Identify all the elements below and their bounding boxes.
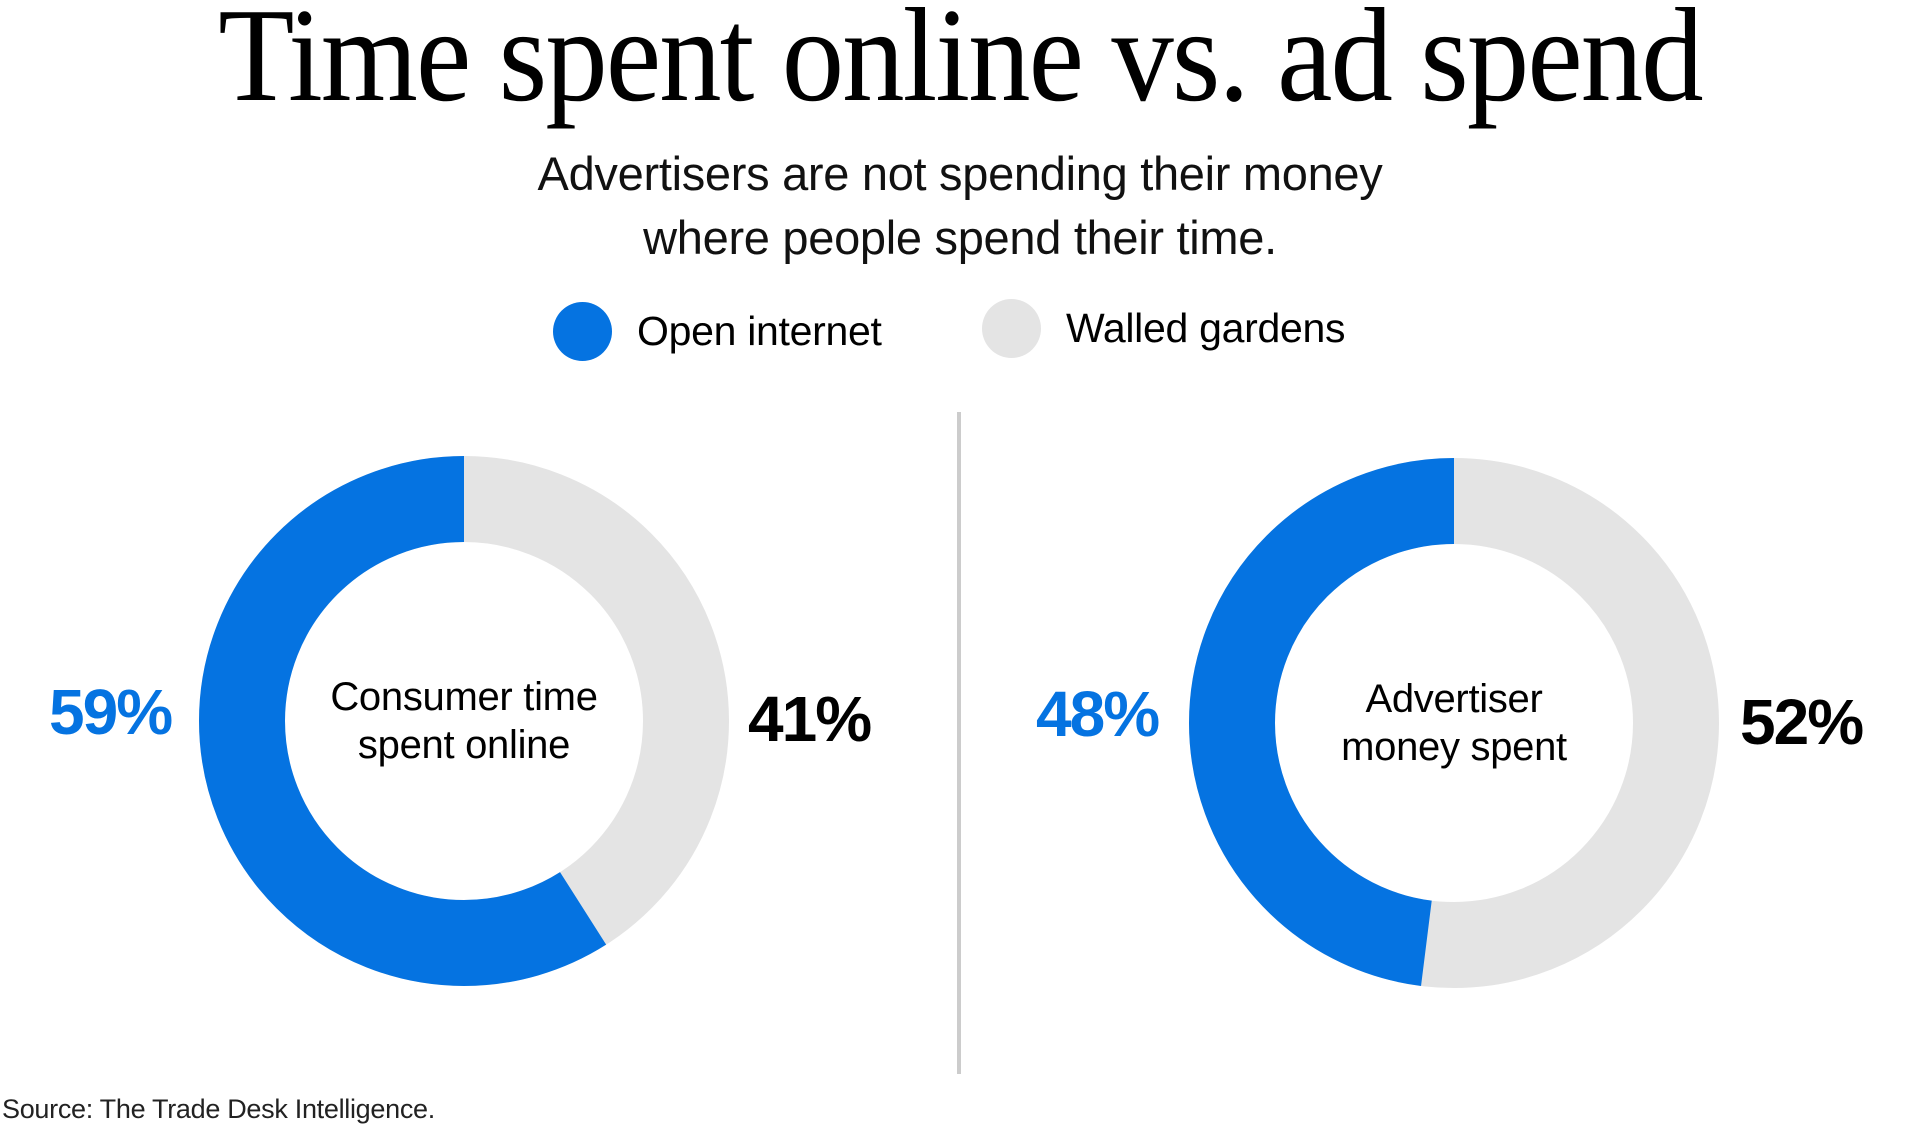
panel-divider bbox=[957, 412, 961, 1074]
legend-label: Open internet bbox=[637, 307, 882, 354]
open-internet-segment bbox=[1189, 458, 1719, 988]
open-internet-percent-label: 59% bbox=[49, 676, 173, 748]
legend-item-walled-gardens: Walled gardens bbox=[982, 297, 1345, 359]
legend-label: Walled gardens bbox=[1066, 304, 1346, 351]
donut-chart-consumer-time: Consumer time spent online bbox=[199, 456, 729, 986]
donut-center-label: Advertiser money spent bbox=[1189, 458, 1719, 988]
center-label-line-1: Advertiser bbox=[1365, 677, 1543, 721]
donut-chart-advertiser-money: Advertiser money spent bbox=[1189, 458, 1719, 988]
legend: Open internet Walled gardens bbox=[0, 297, 1920, 362]
open-internet-percent-label: 48% bbox=[1036, 678, 1160, 750]
legend-swatch-walled-gardens-icon bbox=[982, 298, 1041, 358]
legend-item-open-internet: Open internet bbox=[553, 300, 882, 362]
legend-swatch-open-internet-icon bbox=[553, 301, 612, 361]
center-label-line-2: money spent bbox=[1341, 725, 1567, 769]
walled-gardens-percent-label: 52% bbox=[1740, 686, 1864, 758]
donut-center-label: Consumer time spent online bbox=[199, 456, 729, 986]
source-note: Source: The Trade Desk Intelligence. bbox=[2, 1094, 435, 1124]
donut-ring bbox=[1189, 458, 1719, 988]
center-label-line-1: Consumer time bbox=[330, 675, 598, 719]
subtitle-line-2: where people spend their time. bbox=[643, 211, 1277, 264]
open-internet-segment bbox=[199, 456, 729, 986]
chart-title: Time spent online vs. ad spend bbox=[218, 0, 1703, 129]
donut-ring bbox=[199, 456, 729, 986]
subtitle-line-1: Advertisers are not spending their money bbox=[537, 147, 1383, 200]
walled-gardens-percent-label: 41% bbox=[748, 683, 872, 755]
chart-subtitle: Advertisers are not spending their money… bbox=[0, 142, 1920, 270]
center-label-line-2: spent online bbox=[357, 723, 571, 767]
